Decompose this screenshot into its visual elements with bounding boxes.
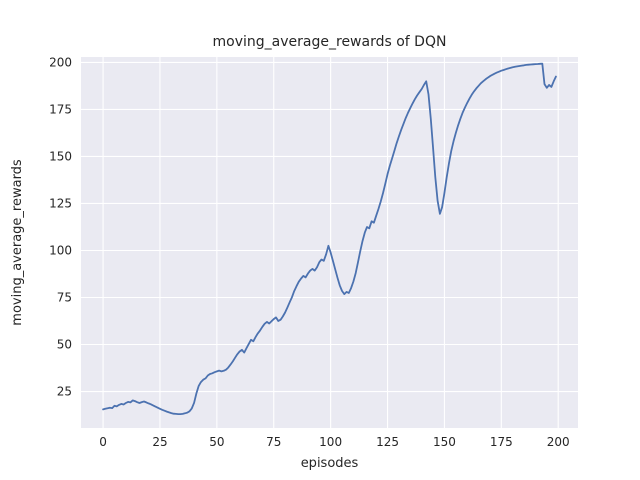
x-tick-label: 175 [490,435,513,449]
chart-render-root: 0 25 50 75 100 125 150 175 200 25 50 75 100 125 150 175… [49,55,578,449]
y-tick-label: 200 [49,55,72,69]
x-tick-label: 25 [152,435,167,449]
y-tick-label: 100 [49,243,72,257]
x-tick-label: 150 [433,435,456,449]
plot-background [81,57,578,428]
reward-line [102,62,557,416]
y-tick-label: 50 [57,338,72,352]
x-tick-label: 0 [99,435,107,449]
y-tick-label: 25 [57,385,72,399]
x-tick-label: 75 [266,435,281,449]
y-tick-label: 75 [57,291,72,305]
y-axis-label: moving_average_rewards [10,159,25,326]
y-tick-label: 175 [49,102,72,116]
x-tick-label: 125 [376,435,399,449]
x-tick-label: 200 [547,435,570,449]
chart-title: moving_average_rewards of DQN [213,34,447,50]
x-axis-label: episodes [301,456,359,471]
x-tick-label: 50 [209,435,224,449]
y-tick-label: 125 [49,196,72,210]
x-tick-label: 100 [319,435,342,449]
y-tick-label: 150 [49,149,72,163]
